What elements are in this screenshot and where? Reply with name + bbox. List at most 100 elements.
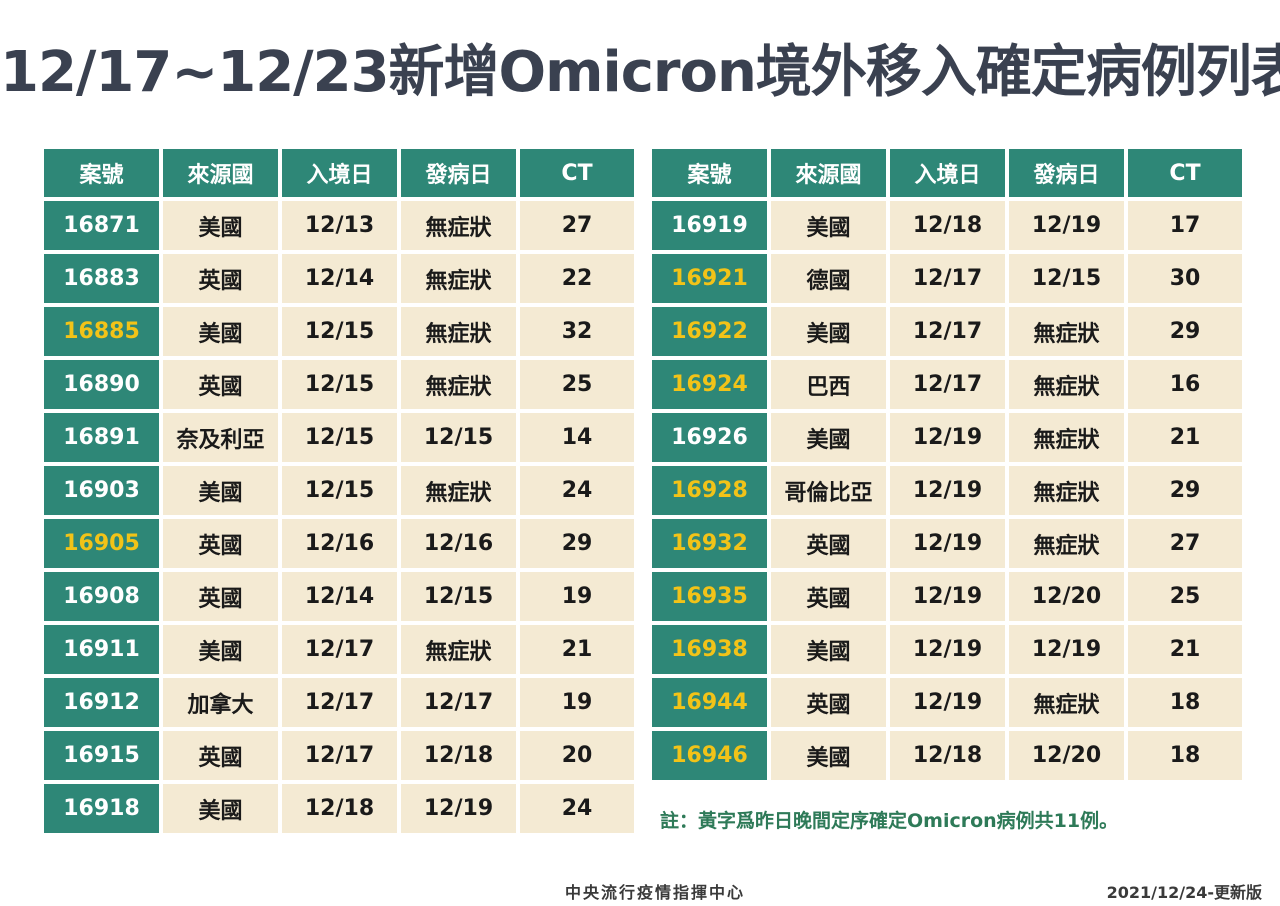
header-onset-date: 發病日 <box>401 149 516 197</box>
source-country-cell: 美國 <box>771 307 886 356</box>
header-case-number: 案號 <box>44 149 159 197</box>
source-country-cell: 美國 <box>771 201 886 250</box>
entry-date-cell: 12/17 <box>282 625 397 674</box>
ct-value-cell: 19 <box>520 678 634 727</box>
case-number-cell: 16885 <box>44 307 159 356</box>
case-number-cell: 16921 <box>652 254 767 303</box>
source-country-cell: 巴西 <box>771 360 886 409</box>
table-row: 16935 英國 12/19 12/20 25 <box>652 572 1242 621</box>
onset-date-cell: 無症狀 <box>401 307 516 356</box>
table-row: 16922 美國 12/17 無症狀 29 <box>652 307 1242 356</box>
entry-date-cell: 12/14 <box>282 254 397 303</box>
source-country-cell: 德國 <box>771 254 886 303</box>
source-country-cell: 英國 <box>163 572 278 621</box>
onset-date-cell: 無症狀 <box>401 625 516 674</box>
onset-date-cell: 12/15 <box>1009 254 1124 303</box>
source-country-cell: 美國 <box>771 625 886 674</box>
entry-date-cell: 12/17 <box>890 307 1005 356</box>
table-row: 16946 美國 12/18 12/20 18 <box>652 731 1242 780</box>
table-row: 16919 美國 12/18 12/19 17 <box>652 201 1242 250</box>
case-number-cell: 16905 <box>44 519 159 568</box>
ct-value-cell: 20 <box>520 731 634 780</box>
entry-date-cell: 12/19 <box>890 572 1005 621</box>
case-table-left: 案號 來源國 入境日 發病日 CT 16871 美國 12/13 無症狀 27 16883… <box>40 145 638 837</box>
entry-date-cell: 12/18 <box>282 784 397 833</box>
entry-date-cell: 12/15 <box>282 307 397 356</box>
source-country-cell: 美國 <box>771 731 886 780</box>
source-country-cell: 英國 <box>163 254 278 303</box>
source-country-cell: 美國 <box>163 784 278 833</box>
case-number-cell: 16938 <box>652 625 767 674</box>
case-number-cell: 16911 <box>44 625 159 674</box>
entry-date-cell: 12/19 <box>890 625 1005 674</box>
ct-value-cell: 24 <box>520 466 634 515</box>
onset-date-cell: 無症狀 <box>1009 307 1124 356</box>
onset-date-cell: 12/15 <box>401 413 516 462</box>
entry-date-cell: 12/17 <box>890 360 1005 409</box>
ct-value-cell: 25 <box>1128 572 1242 621</box>
table-row: 16885 美國 12/15 無症狀 32 <box>44 307 634 356</box>
entry-date-cell: 12/14 <box>282 572 397 621</box>
source-country-cell: 美國 <box>163 466 278 515</box>
table-row: 16921 德國 12/17 12/15 30 <box>652 254 1242 303</box>
table-row: 16924 巴西 12/17 無症狀 16 <box>652 360 1242 409</box>
ct-value-cell: 16 <box>1128 360 1242 409</box>
case-table-left-body: 16871 美國 12/13 無症狀 27 16883 英國 12/14 無症狀 22 16885 美… <box>44 201 634 833</box>
onset-date-cell: 12/16 <box>401 519 516 568</box>
source-country-cell: 英國 <box>163 360 278 409</box>
case-table-right-body: 16919 美國 12/18 12/19 17 16921 德國 12/17 12/15 30 16… <box>652 201 1242 780</box>
table-row: 16938 美國 12/19 12/19 21 <box>652 625 1242 674</box>
table-row: 16928 哥倫比亞 12/19 無症狀 29 <box>652 466 1242 515</box>
case-number-cell: 16912 <box>44 678 159 727</box>
onset-date-cell: 無症狀 <box>401 466 516 515</box>
case-number-cell: 16924 <box>652 360 767 409</box>
entry-date-cell: 12/17 <box>282 731 397 780</box>
source-country-cell: 美國 <box>771 413 886 462</box>
source-country-cell: 美國 <box>163 307 278 356</box>
table-row: 16915 英國 12/17 12/18 20 <box>44 731 634 780</box>
header-entry-date: 入境日 <box>890 149 1005 197</box>
entry-date-cell: 12/19 <box>890 413 1005 462</box>
entry-date-cell: 12/18 <box>890 731 1005 780</box>
source-country-cell: 英國 <box>771 678 886 727</box>
source-country-cell: 美國 <box>163 625 278 674</box>
case-number-cell: 16891 <box>44 413 159 462</box>
ct-value-cell: 19 <box>520 572 634 621</box>
source-country-cell: 英國 <box>163 519 278 568</box>
onset-date-cell: 無症狀 <box>1009 519 1124 568</box>
table-row: 16903 美國 12/15 無症狀 24 <box>44 466 634 515</box>
header-source-country: 來源國 <box>163 149 278 197</box>
entry-date-cell: 12/15 <box>282 466 397 515</box>
table-row: 16905 英國 12/16 12/16 29 <box>44 519 634 568</box>
onset-date-cell: 無症狀 <box>401 254 516 303</box>
table-header-row: 案號 來源國 入境日 發病日 CT <box>652 149 1242 197</box>
entry-date-cell: 12/16 <box>282 519 397 568</box>
ct-value-cell: 30 <box>1128 254 1242 303</box>
entry-date-cell: 12/19 <box>890 466 1005 515</box>
header-onset-date: 發病日 <box>1009 149 1124 197</box>
onset-date-cell: 無症狀 <box>401 360 516 409</box>
case-number-cell: 16915 <box>44 731 159 780</box>
source-country-cell: 英國 <box>771 519 886 568</box>
source-country-cell: 英國 <box>771 572 886 621</box>
header-ct: CT <box>1128 149 1242 197</box>
case-number-cell: 16926 <box>652 413 767 462</box>
case-number-cell: 16908 <box>44 572 159 621</box>
source-country-cell: 美國 <box>163 201 278 250</box>
onset-date-cell: 12/20 <box>1009 572 1124 621</box>
table-row: 16871 美國 12/13 無症狀 27 <box>44 201 634 250</box>
header-source-country: 來源國 <box>771 149 886 197</box>
entry-date-cell: 12/15 <box>282 413 397 462</box>
entry-date-cell: 12/17 <box>890 254 1005 303</box>
case-number-cell: 16935 <box>652 572 767 621</box>
onset-date-cell: 12/19 <box>401 784 516 833</box>
onset-date-cell: 12/17 <box>401 678 516 727</box>
entry-date-cell: 12/19 <box>890 519 1005 568</box>
source-country-cell: 奈及利亞 <box>163 413 278 462</box>
onset-date-cell: 無症狀 <box>1009 466 1124 515</box>
table-row: 16932 英國 12/19 無症狀 27 <box>652 519 1242 568</box>
ct-value-cell: 18 <box>1128 678 1242 727</box>
case-number-cell: 16922 <box>652 307 767 356</box>
case-table-right: 案號 來源國 入境日 發病日 CT 16919 美國 12/18 12/19 17 169… <box>648 145 1246 784</box>
case-number-cell: 16890 <box>44 360 159 409</box>
